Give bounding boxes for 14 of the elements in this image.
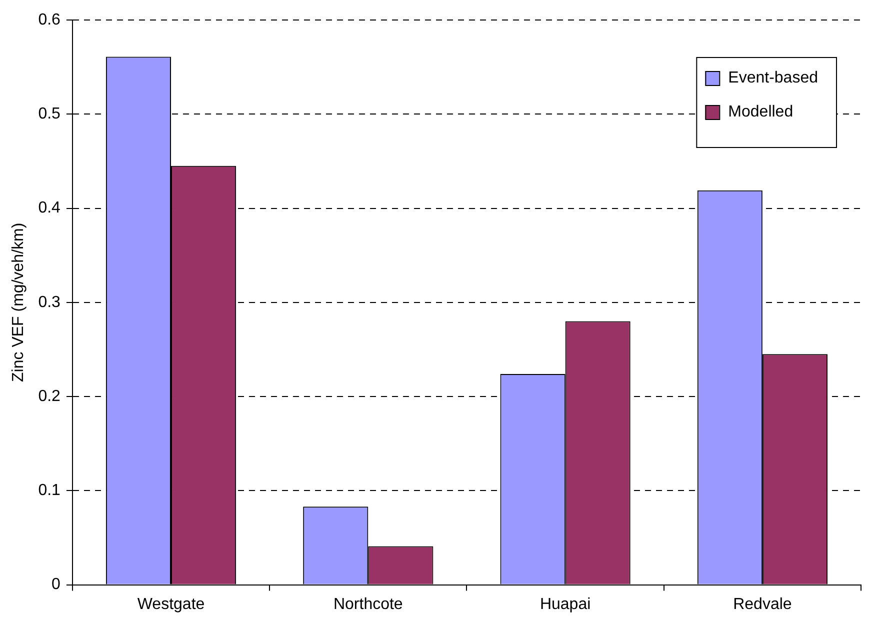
y-tick-label: 0.6: [38, 11, 61, 28]
y-tick-label: 0.4: [38, 200, 61, 217]
y-tick-label: 0: [52, 576, 61, 594]
y-tick-label: 0.1: [38, 482, 61, 500]
y-tick-label: 0.3: [38, 294, 61, 311]
x-tick-label: Redvale: [733, 596, 792, 613]
legend-label: Event-based: [728, 69, 818, 86]
legend-label: Modelled: [728, 103, 794, 120]
y-tick-label: 0.2: [38, 388, 61, 405]
x-tick-label: Westgate: [137, 596, 205, 613]
x-tick-label: Northcote: [333, 596, 403, 613]
y-tick-label: 0.5: [38, 106, 61, 123]
y-axis-title: Zinc VEF (mg/veh/km): [10, 222, 28, 382]
x-tick-label: Huapai: [540, 596, 591, 613]
